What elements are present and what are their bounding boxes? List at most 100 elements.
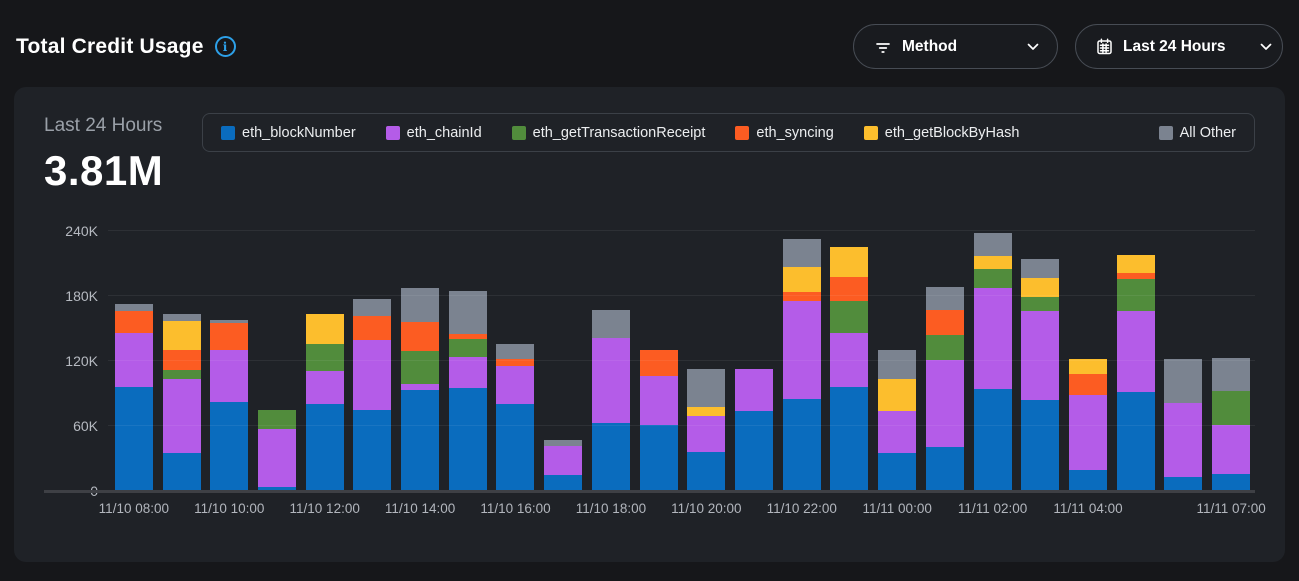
bar-segment[interactable] [830, 276, 869, 302]
legend-item[interactable]: eth_blockNumber [221, 125, 356, 141]
bar-segment[interactable] [114, 303, 153, 312]
bar-segment[interactable] [782, 291, 821, 302]
bar-segment[interactable] [210, 319, 249, 324]
bar-segment[interactable] [925, 310, 964, 336]
bar-segment[interactable] [496, 366, 535, 405]
stacked-bar[interactable] [734, 368, 773, 491]
bar-segment[interactable] [1116, 273, 1155, 279]
bar-segment[interactable] [973, 233, 1012, 256]
stacked-bar[interactable] [1116, 254, 1155, 491]
bar-segment[interactable] [1116, 254, 1155, 274]
bar-segment[interactable] [305, 370, 344, 405]
info-icon[interactable]: i [214, 36, 236, 57]
bar-segment[interactable] [925, 287, 964, 311]
time-range-dropdown[interactable]: Last 24 Hours [1075, 24, 1283, 69]
bar-segment[interactable] [544, 440, 583, 446]
stacked-bar[interactable] [639, 350, 678, 491]
bar-segment[interactable] [1021, 259, 1060, 278]
bar-segment[interactable] [973, 389, 1012, 491]
bar-segment[interactable] [1212, 391, 1251, 425]
bar-segment[interactable] [448, 388, 487, 491]
stacked-bar[interactable] [878, 350, 917, 491]
bar-segment[interactable] [1021, 277, 1060, 298]
bar-segment[interactable] [830, 301, 869, 333]
bar-segment[interactable] [734, 368, 773, 411]
bar-segment[interactable] [114, 332, 153, 387]
bar-segment[interactable] [210, 402, 249, 491]
bar-segment[interactable] [782, 266, 821, 292]
bar-segment[interactable] [591, 422, 630, 491]
stacked-bar[interactable] [1021, 259, 1060, 491]
bar-segment[interactable] [257, 486, 296, 491]
bar-segment[interactable] [353, 409, 392, 491]
bar-segment[interactable] [544, 445, 583, 475]
bar-segment[interactable] [687, 452, 726, 491]
stacked-bar[interactable] [544, 440, 583, 491]
bar-segment[interactable] [210, 323, 249, 351]
stacked-bar[interactable] [973, 233, 1012, 491]
bar-segment[interactable] [1164, 476, 1203, 491]
legend-item[interactable]: All Other [1158, 125, 1236, 141]
bar-segment[interactable] [544, 474, 583, 491]
bar-segment[interactable] [782, 398, 821, 491]
bar-segment[interactable] [401, 383, 440, 391]
bar-segment[interactable] [878, 410, 917, 454]
bar-segment[interactable] [830, 332, 869, 387]
bar-segment[interactable] [353, 299, 392, 316]
bar-segment[interactable] [305, 343, 344, 371]
bar-segment[interactable] [925, 335, 964, 360]
bar-segment[interactable] [782, 301, 821, 399]
bar-segment[interactable] [114, 311, 153, 333]
bar-segment[interactable] [734, 410, 773, 491]
bar-segment[interactable] [782, 238, 821, 267]
stacked-bar[interactable] [448, 290, 487, 491]
stacked-bar[interactable] [353, 299, 392, 491]
bar-segment[interactable] [687, 416, 726, 452]
legend-item[interactable]: eth_chainId [385, 125, 482, 141]
bar-segment[interactable] [973, 255, 1012, 269]
bar-segment[interactable] [591, 338, 630, 423]
bar-segment[interactable] [162, 369, 201, 380]
legend-item[interactable]: eth_getBlockByHash [863, 125, 1019, 141]
stacked-bar[interactable] [162, 314, 201, 491]
bar-segment[interactable] [401, 322, 440, 352]
bar-segment[interactable] [1212, 473, 1251, 491]
bar-segment[interactable] [305, 314, 344, 344]
bar-segment[interactable] [114, 387, 153, 491]
bar-segment[interactable] [878, 453, 917, 491]
stacked-bar[interactable] [687, 368, 726, 491]
bar-segment[interactable] [1068, 394, 1107, 471]
bar-segment[interactable] [925, 446, 964, 491]
bar-segment[interactable] [639, 376, 678, 425]
stacked-bar[interactable] [925, 287, 964, 491]
stacked-bar[interactable] [830, 247, 869, 491]
stacked-bar[interactable] [401, 288, 440, 491]
stacked-bar[interactable] [1164, 358, 1203, 491]
stacked-bar[interactable] [257, 409, 296, 491]
bar-segment[interactable] [973, 268, 1012, 289]
bar-segment[interactable] [162, 314, 201, 321]
bar-segment[interactable] [401, 390, 440, 491]
bar-segment[interactable] [973, 288, 1012, 390]
bar-segment[interactable] [878, 379, 917, 411]
bar-segment[interactable] [448, 339, 487, 357]
bar-segment[interactable] [1116, 278, 1155, 312]
bar-segment[interactable] [162, 350, 201, 370]
bar-segment[interactable] [353, 340, 392, 410]
stacked-bar[interactable] [591, 310, 630, 491]
bar-segment[interactable] [162, 453, 201, 491]
legend-item[interactable]: eth_syncing [735, 125, 834, 141]
bar-segment[interactable] [878, 350, 917, 380]
stacked-bar[interactable] [496, 343, 535, 491]
bar-segment[interactable] [1164, 403, 1203, 477]
bar-segment[interactable] [687, 406, 726, 417]
bar-segment[interactable] [639, 350, 678, 377]
bar-segment[interactable] [1021, 297, 1060, 312]
stacked-bar[interactable] [114, 303, 153, 491]
stacked-bar[interactable] [1068, 358, 1107, 491]
bar-segment[interactable] [1021, 400, 1060, 491]
bar-segment[interactable] [162, 320, 201, 351]
bar-segment[interactable] [830, 387, 869, 491]
bar-segment[interactable] [448, 356, 487, 389]
bar-segment[interactable] [1116, 311, 1155, 393]
